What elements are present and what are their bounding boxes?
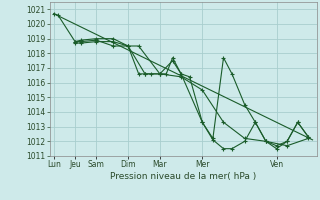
X-axis label: Pression niveau de la mer( hPa ): Pression niveau de la mer( hPa ) [110, 172, 256, 181]
